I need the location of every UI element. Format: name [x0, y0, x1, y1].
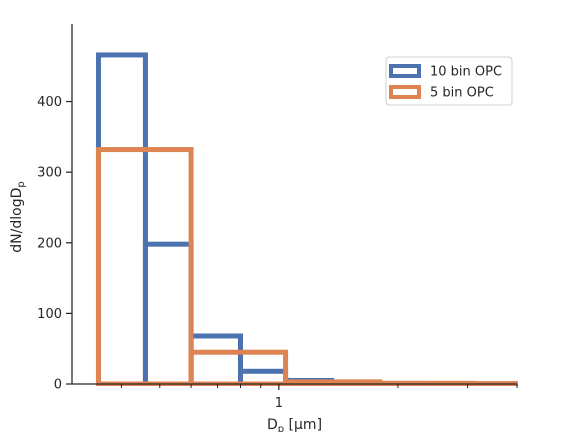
x-tick-label: 1 [275, 396, 283, 411]
legend: 10 bin OPC 5 bin OPC [385, 56, 513, 106]
series-five-bin [95, 147, 518, 386]
x-axis-label: Dp [µm] [267, 417, 322, 432]
y-tick-label: 0 [54, 378, 62, 393]
y-tick-label: 300 [37, 166, 62, 181]
y-axis-label: dN/dlogDp [9, 181, 27, 252]
y-tick-label: 100 [37, 307, 62, 322]
legend-swatch-ten-bin [389, 64, 421, 78]
legend-swatch-five-bin [389, 85, 421, 99]
y-tick-label: 200 [37, 236, 62, 251]
bar-ten-bin-2 [188, 333, 244, 386]
bar-ten-bin-0 [95, 52, 148, 386]
y-tick-label: 400 [37, 95, 62, 110]
bar-ten-bin-1 [142, 241, 194, 386]
axes: 0 100 200 300 400 1 Dp [µm] dN/dlogDp [9, 24, 518, 432]
legend-label-five-bin: 5 bin OPC [430, 86, 494, 101]
legend-label-ten-bin: 10 bin OPC [430, 65, 502, 80]
